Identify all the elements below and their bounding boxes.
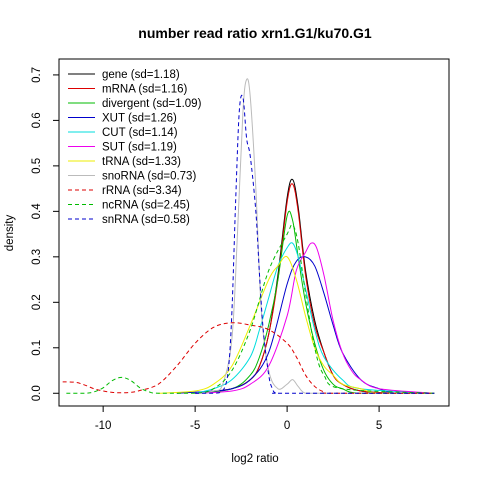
legend-label: snoRNA (sd=0.73) <box>102 171 196 183</box>
legend-label: ncRNA (sd=2.45) <box>102 200 190 212</box>
series-line-10 <box>195 94 435 394</box>
x-tick-label: -10 <box>95 420 112 432</box>
x-tick-label: -5 <box>190 420 200 432</box>
legend-label: SUT (sd=1.19) <box>102 142 177 154</box>
y-tick-label: 0.7 <box>31 67 43 83</box>
series-line-6 <box>158 255 435 394</box>
chart-title: number read ratio xrn1.G1/ku70.G1 <box>138 25 372 41</box>
x-tick-label: 5 <box>376 420 382 432</box>
series-line-4 <box>195 242 435 394</box>
legend-label: snRNA (sd=0.58) <box>102 214 190 226</box>
series-line-1 <box>195 183 435 394</box>
legend-label: mRNA (sd=1.16) <box>102 84 187 96</box>
series-lines <box>62 78 435 394</box>
legend-label: rRNA (sd=3.34) <box>102 185 182 197</box>
series-line-7 <box>195 78 435 394</box>
y-tick-label: 0.0 <box>31 385 43 401</box>
series-line-2 <box>195 210 435 394</box>
legend-label: gene (sd=1.18) <box>102 69 180 81</box>
series-line-8 <box>62 322 435 394</box>
y-tick-label: 0.3 <box>31 249 43 265</box>
legend-label: XUT (sd=1.26) <box>102 113 177 125</box>
y-axis: 0.0 0.1 0.2 0.3 0.4 0.5 0.6 0.7 <box>31 67 60 401</box>
y-tick-label: 0.6 <box>31 112 43 128</box>
x-tick-label: 0 <box>284 420 290 432</box>
x-axis-label: log2 ratio <box>231 453 278 465</box>
legend: gene (sd=1.18) mRNA (sd=1.16) divergent (s… <box>68 69 202 226</box>
y-tick-label: 0.5 <box>31 158 43 174</box>
series-line-0 <box>195 178 435 394</box>
legend-label: CUT (sd=1.14) <box>102 127 178 139</box>
x-axis: -10 -5 0 5 <box>95 405 382 432</box>
series-line-5 <box>195 242 435 394</box>
y-tick-label: 0.4 <box>31 203 43 220</box>
legend-label: divergent (sd=1.09) <box>102 98 202 110</box>
y-axis-label: density <box>4 215 16 252</box>
series-line-9 <box>66 224 435 394</box>
y-tick-label: 0.2 <box>31 294 43 310</box>
plot-frame <box>58 58 450 407</box>
y-tick-label: 0.1 <box>31 340 43 356</box>
legend-label: tRNA (sd=1.33) <box>102 156 181 168</box>
